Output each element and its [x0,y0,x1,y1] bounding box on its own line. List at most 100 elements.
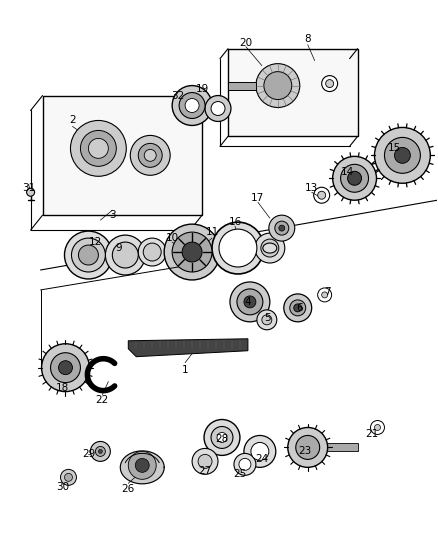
Circle shape [128,451,156,479]
Text: 24: 24 [255,455,268,464]
Circle shape [230,282,270,322]
Text: 10: 10 [166,233,179,243]
Circle shape [318,191,326,199]
Text: 8: 8 [304,34,311,44]
Text: 2: 2 [69,116,76,125]
Circle shape [59,361,72,375]
Text: 19: 19 [195,84,208,94]
Text: 7: 7 [325,287,331,297]
Bar [42,95,202,215]
Text: 18: 18 [56,383,69,393]
Circle shape [212,222,264,274]
Circle shape [211,426,233,448]
Circle shape [60,470,77,486]
Circle shape [332,156,377,200]
Circle shape [64,473,72,481]
Text: 5: 5 [265,313,271,323]
Circle shape [138,238,166,266]
Circle shape [27,188,35,196]
Circle shape [318,288,332,302]
Text: 16: 16 [228,217,242,227]
Text: 1: 1 [182,365,188,375]
Circle shape [371,421,385,434]
Circle shape [81,131,117,166]
Circle shape [90,441,110,462]
Text: 25: 25 [233,470,247,479]
Circle shape [106,235,145,275]
Circle shape [395,148,410,163]
Circle shape [217,432,227,442]
Circle shape [244,296,256,308]
Circle shape [279,225,285,231]
Circle shape [234,454,256,475]
Circle shape [88,139,108,158]
Bar [228,49,357,136]
Circle shape [71,120,126,176]
Circle shape [192,448,218,474]
Text: 23: 23 [298,447,311,456]
Circle shape [385,138,420,173]
Polygon shape [128,339,248,357]
Text: 32: 32 [172,91,185,101]
Circle shape [71,238,106,272]
Circle shape [244,435,276,467]
Text: 29: 29 [82,449,95,459]
Text: 31: 31 [22,183,35,193]
Circle shape [42,344,89,392]
Text: 12: 12 [89,237,102,247]
Text: 28: 28 [215,434,229,445]
Polygon shape [120,451,164,484]
Circle shape [138,143,162,167]
Text: 15: 15 [388,143,401,154]
Circle shape [135,458,149,472]
Circle shape [182,242,202,262]
Circle shape [284,294,312,322]
Circle shape [348,171,361,185]
Circle shape [78,245,99,265]
Circle shape [288,427,328,467]
Circle shape [264,71,292,100]
Circle shape [341,164,368,192]
Circle shape [99,449,102,454]
Circle shape [251,442,269,461]
Circle shape [374,127,430,183]
Circle shape [374,424,381,431]
Circle shape [205,95,231,122]
Text: 3: 3 [109,210,116,220]
Text: 26: 26 [122,484,135,494]
Circle shape [294,304,302,312]
Circle shape [185,99,199,112]
Circle shape [144,149,156,161]
Text: 17: 17 [251,193,265,203]
Circle shape [143,243,161,261]
Circle shape [257,310,277,330]
Bar [228,82,256,90]
Text: 4: 4 [244,297,251,307]
Circle shape [275,221,289,235]
Circle shape [179,93,205,118]
Circle shape [130,135,170,175]
Text: 22: 22 [96,394,109,405]
Circle shape [211,101,225,116]
Circle shape [164,224,220,280]
Text: 30: 30 [56,482,69,492]
Text: 14: 14 [341,167,354,177]
Circle shape [95,447,106,456]
Ellipse shape [263,243,277,253]
Circle shape [50,353,81,383]
Circle shape [239,458,251,470]
Circle shape [198,455,212,469]
Circle shape [262,315,272,325]
Circle shape [172,232,212,272]
Circle shape [112,242,138,268]
Circle shape [296,435,320,459]
Text: 11: 11 [205,227,219,237]
Circle shape [321,292,328,298]
Text: 6: 6 [297,303,303,313]
Circle shape [290,300,306,316]
Circle shape [237,289,263,315]
Circle shape [219,229,257,267]
Text: 21: 21 [365,430,378,440]
Circle shape [255,233,285,263]
Circle shape [256,63,300,108]
